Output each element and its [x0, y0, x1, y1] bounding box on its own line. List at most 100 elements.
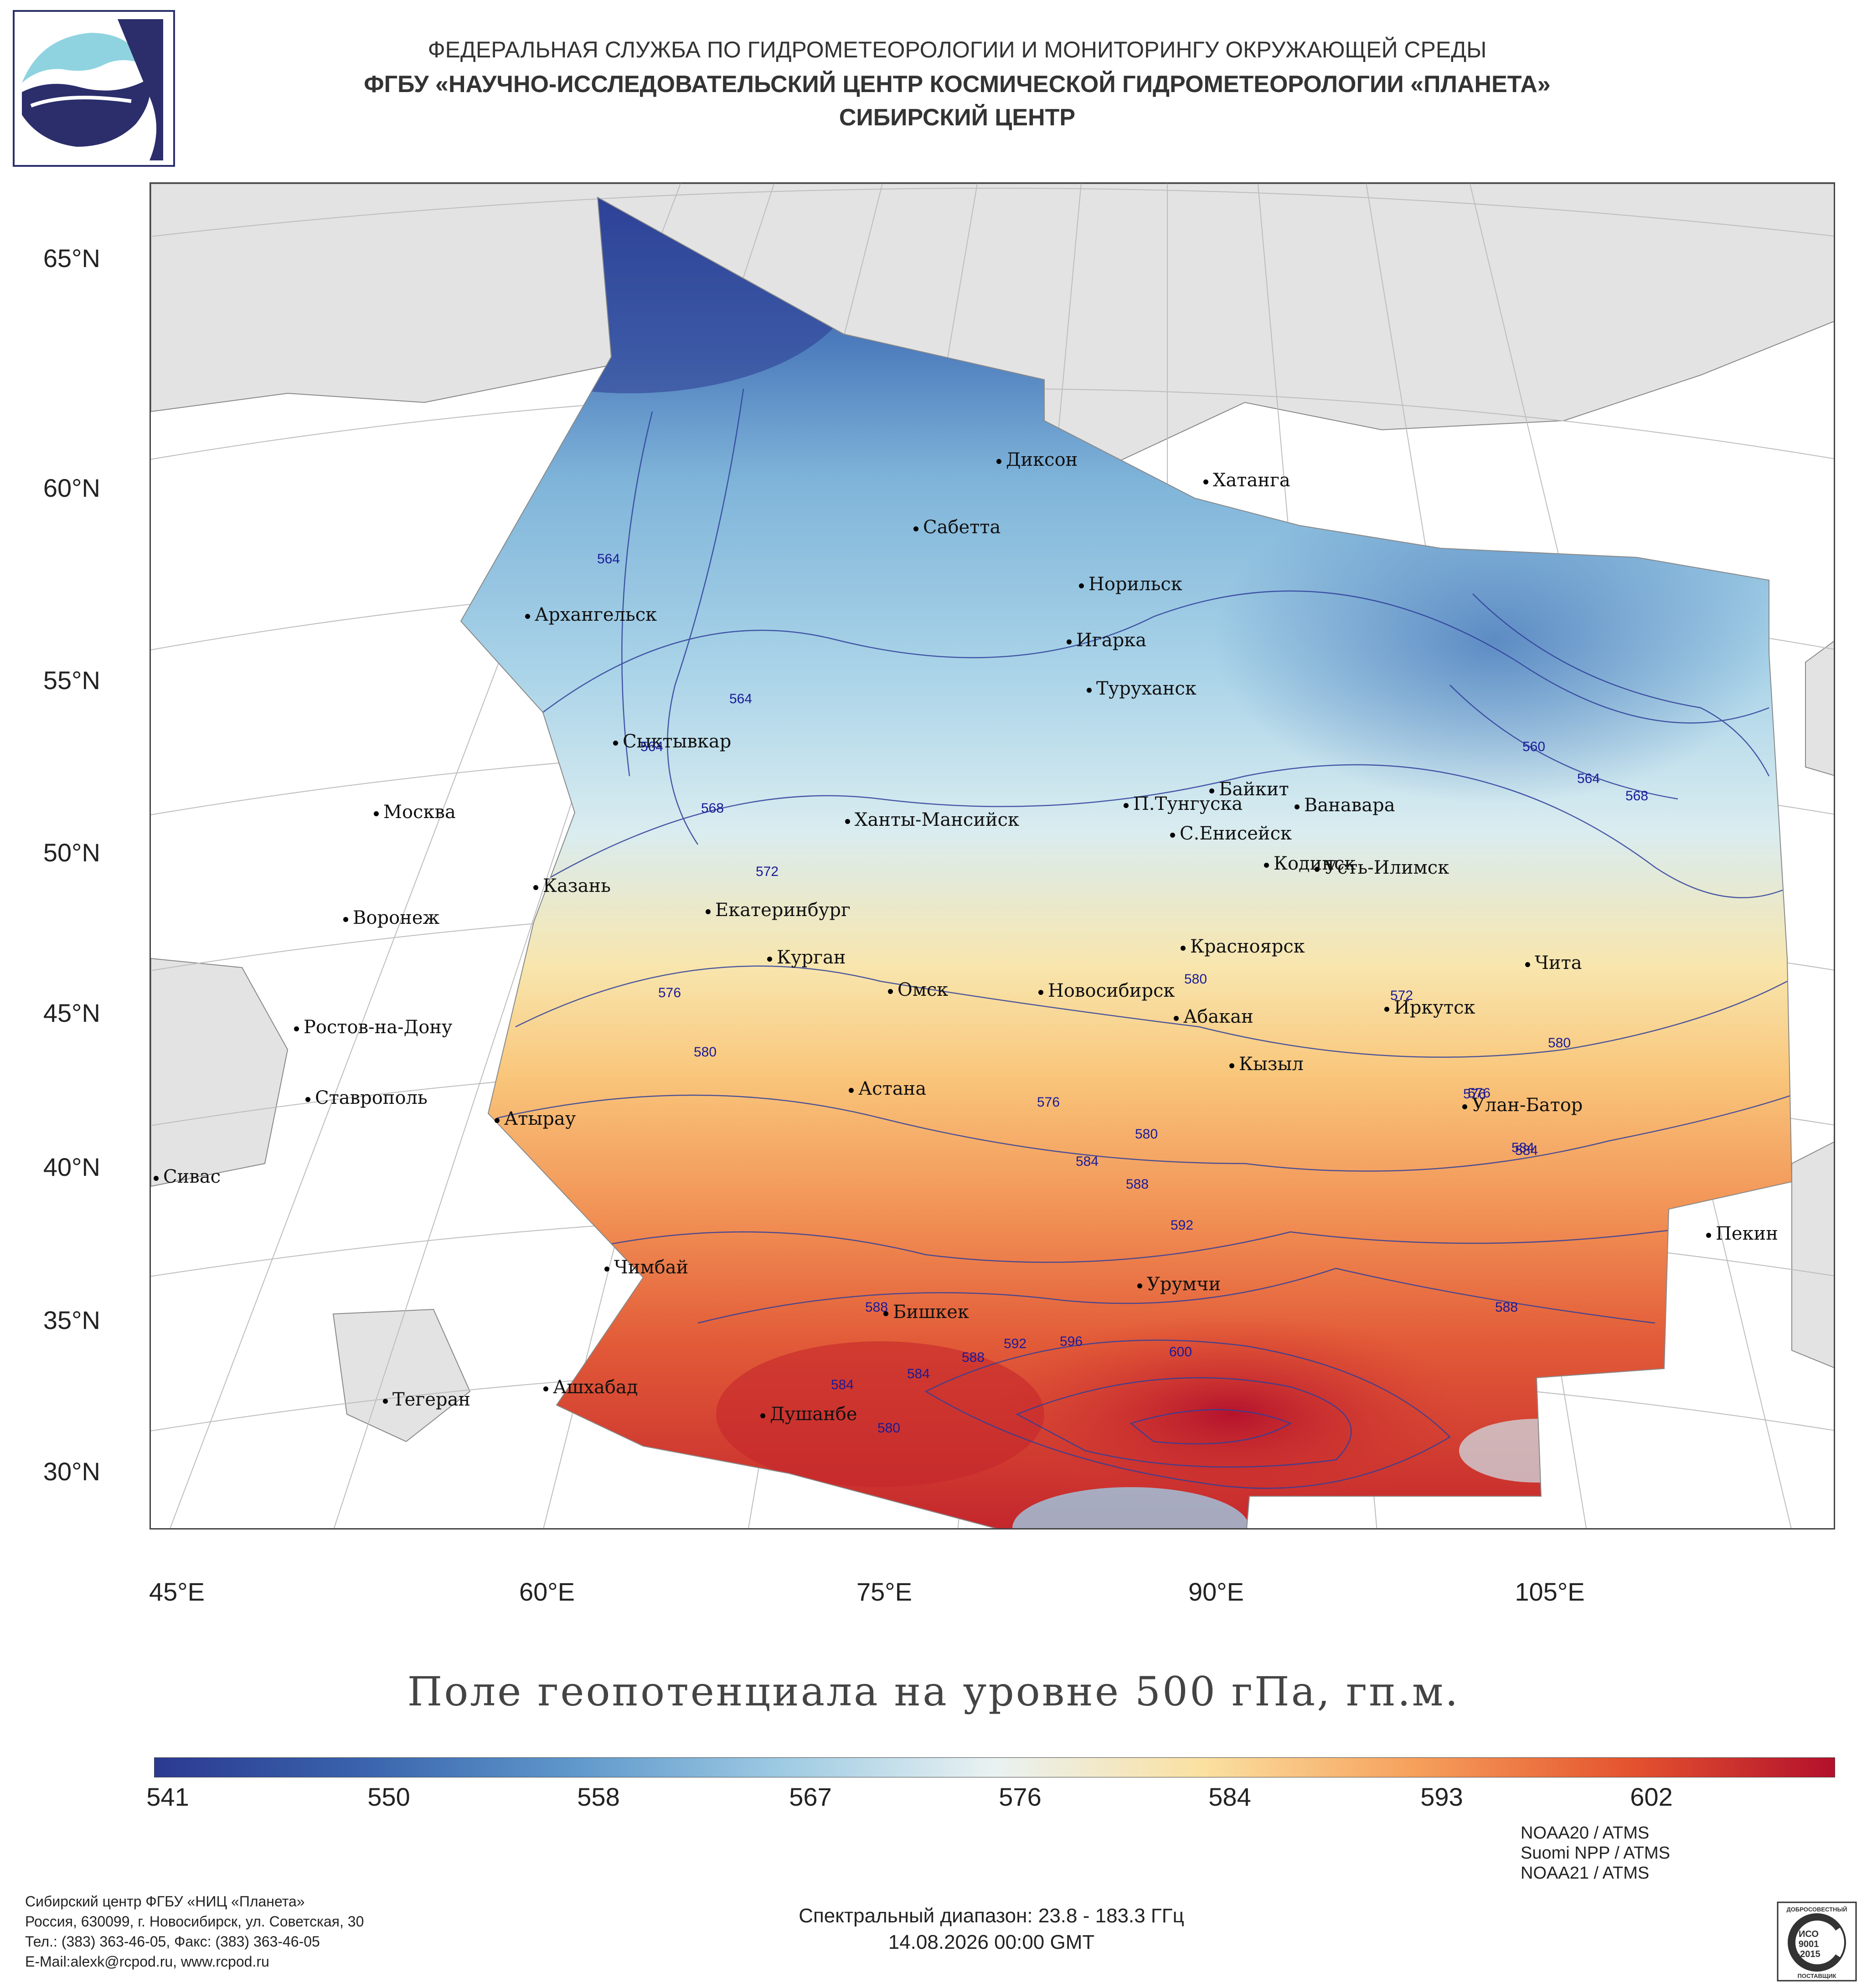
- city-name: Сабетта: [923, 517, 1001, 538]
- city-name: С.Енисейск: [1180, 823, 1292, 844]
- city-marker-icon: [883, 1311, 888, 1316]
- contour-label: 572: [1390, 988, 1413, 1003]
- city-label: Ашхабад: [543, 1377, 638, 1398]
- city-label: Хатанга: [1203, 470, 1290, 491]
- lat-label-60: 60°N: [43, 474, 100, 502]
- footer-org: Сибирский центр ФГБУ «НИЦ «Планета»: [25, 1893, 305, 1910]
- city-marker-icon: [1067, 639, 1072, 644]
- city-marker-icon: [760, 1413, 765, 1418]
- contour-label: 580: [877, 1421, 901, 1436]
- lon-label-105: 105°E: [1515, 1577, 1585, 1606]
- iso-certification-badge: ДОБРОСОВЕСТНЫЙ ИСО 9001 -2015 ПОСТАВЩИК: [1777, 1901, 1857, 1982]
- iso-text: ИСО: [1799, 1929, 1819, 1939]
- city-label: Усть-Илимск: [1315, 857, 1449, 878]
- planeta-logo: [13, 10, 175, 167]
- city-marker-icon: [996, 458, 1001, 464]
- contour-label: 568: [701, 801, 724, 816]
- lat-label-45: 45°N: [43, 999, 100, 1027]
- contour-label: 564: [597, 551, 620, 567]
- city-name: Атырау: [504, 1108, 576, 1129]
- city-label: Абакан: [1174, 1006, 1253, 1027]
- contour-label: 580: [694, 1045, 717, 1060]
- city-label: Сивас: [154, 1166, 221, 1187]
- contour-label: 568: [1625, 788, 1649, 803]
- city-name: Новосибирск: [1048, 980, 1175, 1001]
- city-label: Тегеран: [383, 1389, 470, 1410]
- city-name: Урумчи: [1147, 1274, 1221, 1295]
- city-label: Норильск: [1079, 574, 1182, 595]
- city-name: Туруханск: [1096, 678, 1197, 699]
- city-label: Улан-Батор: [1462, 1095, 1583, 1116]
- city-name: Бишкек: [893, 1302, 969, 1323]
- city-marker-icon: [1170, 832, 1175, 838]
- geopotential-map: [151, 184, 1834, 1528]
- contour-label: 588: [962, 1350, 985, 1365]
- lat-label-35: 35°N: [43, 1306, 100, 1334]
- city-marker-icon: [1038, 989, 1043, 995]
- contour-label: 584: [831, 1377, 854, 1392]
- contour-label: 584: [907, 1366, 930, 1381]
- contour-label: 576: [1463, 1087, 1486, 1102]
- lon-label-90: 90°E: [1188, 1577, 1244, 1606]
- city-label: Чита: [1525, 953, 1582, 973]
- city-name: Чимбай: [614, 1257, 689, 1278]
- contour-label: 600: [1169, 1344, 1192, 1360]
- city-name: Москва: [383, 802, 456, 823]
- city-name: Абакан: [1183, 1006, 1253, 1027]
- city-name: Хатанга: [1213, 470, 1290, 491]
- lon-label-75: 75°E: [856, 1577, 913, 1606]
- city-marker-icon: [305, 1097, 310, 1102]
- city-marker-icon: [294, 1026, 299, 1031]
- city-name: Екатеринбург: [715, 900, 851, 921]
- city-label: Ханты-Мансийск: [845, 809, 1019, 830]
- city-marker-icon: [1181, 945, 1186, 951]
- colorbar-label: 550: [367, 1782, 410, 1811]
- contour-label: 576: [1468, 1086, 1491, 1101]
- city-marker-icon: [1706, 1232, 1711, 1238]
- city-label: Байкит: [1209, 779, 1289, 800]
- city-label: Иркутск: [1384, 997, 1475, 1018]
- city-label: Ставрополь: [305, 1087, 428, 1108]
- city-label: Казань: [533, 876, 611, 896]
- city-label: Сабетта: [913, 517, 1001, 538]
- city-marker-icon: [767, 956, 772, 962]
- contour-label: 596: [1060, 1334, 1083, 1349]
- city-marker-icon: [1124, 803, 1129, 808]
- city-name: Чита: [1535, 953, 1582, 973]
- city-label: Пекин: [1706, 1223, 1778, 1244]
- contour-label: 580: [1548, 1035, 1571, 1051]
- city-name: Казань: [543, 876, 611, 896]
- city-name: Курган: [777, 947, 846, 968]
- city-name: Красноярск: [1190, 936, 1305, 957]
- footer-email: E-Mail:alexk@rcpod.ru, www.rcpod.ru: [25, 1953, 269, 1970]
- city-marker-icon: [495, 1118, 500, 1123]
- city-label: Красноярск: [1181, 936, 1305, 957]
- city-name: Ростов-на-Дону: [304, 1017, 453, 1038]
- city-marker-icon: [849, 1087, 854, 1093]
- contour-label: 588: [1126, 1177, 1149, 1192]
- city-name: Ванавара: [1304, 795, 1395, 816]
- footer-phone: Тел.: (383) 363-46-05, Факс: (383) 363-4…: [25, 1933, 320, 1950]
- contour-label: 588: [865, 1300, 888, 1315]
- city-name: Ашхабад: [553, 1377, 638, 1398]
- iso-number: 9001: [1799, 1939, 1819, 1949]
- city-marker-icon: [1079, 583, 1084, 588]
- city-name: Ставрополь: [315, 1087, 428, 1108]
- observation-datetime: 14.08.2026 00:00 GMT: [888, 1931, 1095, 1953]
- city-label: Кызыл: [1229, 1054, 1304, 1075]
- city-label: Новосибирск: [1038, 980, 1175, 1001]
- city-marker-icon: [1209, 788, 1214, 793]
- city-label: Сыктывкар: [613, 731, 731, 752]
- city-marker-icon: [613, 740, 618, 746]
- city-name: П.Тунгуска: [1133, 793, 1243, 814]
- lat-label-40: 40°N: [43, 1153, 100, 1181]
- city-name: Усть-Илимск: [1324, 857, 1449, 878]
- colorbar-label: 576: [999, 1782, 1042, 1811]
- contour-label: 580: [1184, 972, 1207, 987]
- footer-address: Россия, 630099, г. Новосибирск, ул. Сове…: [25, 1913, 364, 1930]
- city-marker-icon: [604, 1266, 609, 1272]
- contour-label: 564: [640, 739, 664, 754]
- city-marker-icon: [1525, 962, 1530, 967]
- city-name: Байкит: [1219, 779, 1289, 800]
- city-label: Атырау: [495, 1108, 576, 1129]
